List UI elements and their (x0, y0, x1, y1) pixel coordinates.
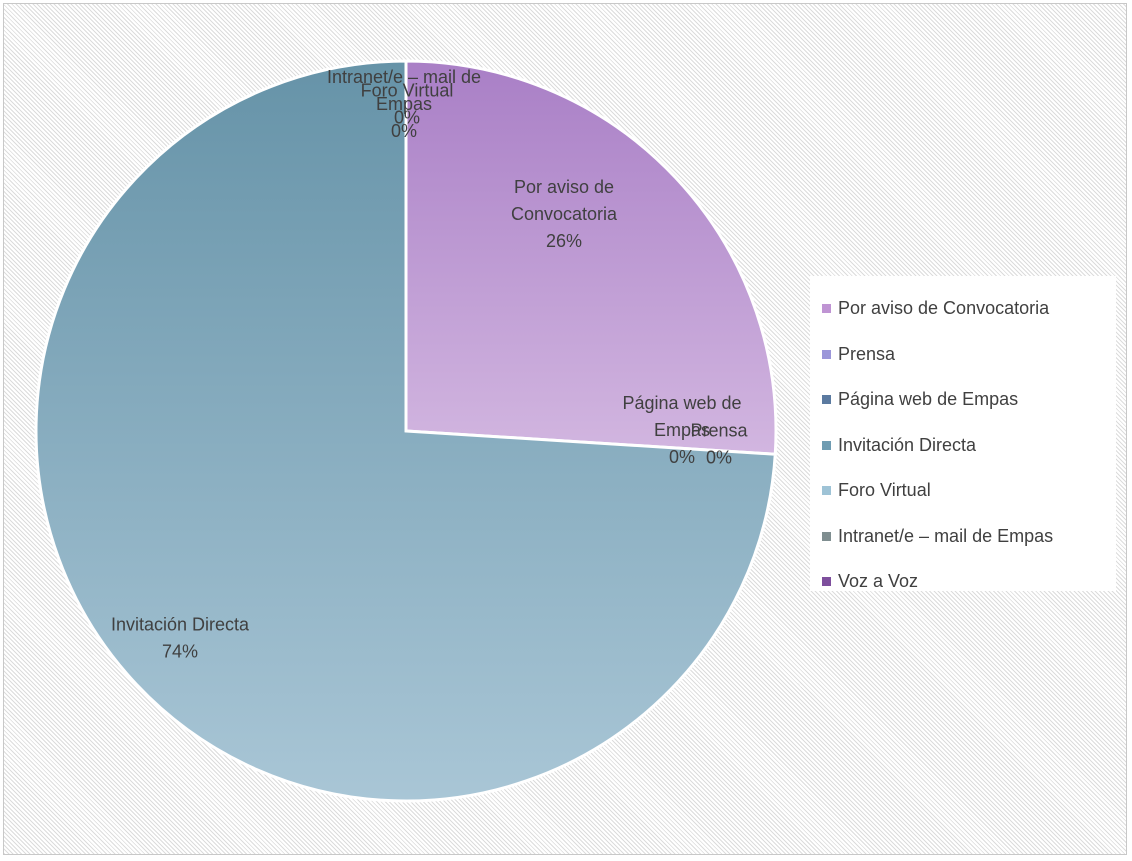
chart-area: Por aviso de Convocatoria 26% Prensa 0% Págin… (3, 3, 1127, 855)
legend-label: Prensa (838, 343, 896, 364)
legend-item-voz-a-voz: Voz a Voz (822, 559, 1116, 605)
legend-swatch (822, 577, 831, 587)
legend-item-por-aviso-de-convocatoria: Por aviso de Convocatoria (822, 286, 1116, 332)
legend-swatch (822, 304, 831, 314)
legend-swatch (822, 349, 831, 359)
legend-swatch (822, 486, 831, 496)
legend-swatch (822, 395, 831, 405)
legend-label: Invitación Directa (838, 434, 977, 455)
legend-swatch (822, 531, 831, 541)
legend-item-intranet-e-mail-de-empas: Intranet/e – mail de Empas (822, 514, 1116, 560)
data-label-foro-virtual: Foro Virtual 0% (361, 81, 454, 128)
legend-label: Intranet/e – mail de Empas (838, 525, 1054, 546)
pie-slice-invitacion-directa (34, 59, 777, 803)
legend-label: Foro Virtual (838, 480, 931, 501)
pie-slices (34, 59, 778, 803)
legend: Por aviso de Convocatoria Prensa Página we… (810, 276, 1116, 591)
data-label-por-aviso-de-convocatoria: Por aviso de Convocatoria 26% (511, 177, 618, 251)
data-label-prensa: Prensa 0% (690, 421, 748, 468)
data-label-pagina-web-de-empas: Página web de Empas 0% (622, 393, 741, 467)
data-label-invitacion-directa: Invitación Directa 74% (111, 615, 250, 662)
legend-item-foro-virtual: Foro Virtual (822, 468, 1116, 514)
pie-data-labels: Por aviso de Convocatoria 26% Prensa 0%Págin… (111, 67, 749, 662)
data-label-intranet-e-mail-de-empas: Intranet/e – mail de Empas 0% (327, 67, 481, 141)
legend-item-pagina-web-de-empas: Página web de Empas (822, 377, 1116, 423)
legend-label: Voz a Voz (838, 571, 919, 592)
pie-slice-por-aviso-de-convocatoria (404, 59, 778, 456)
legend-label: Por aviso de Convocatoria (838, 298, 1050, 319)
legend-item-invitacion-directa: Invitación Directa (822, 423, 1116, 469)
pie-chart: Por aviso de Convocatoria 26% Prensa 0%Págin… (34, 59, 778, 803)
legend-label: Página web de Empas (838, 389, 1019, 410)
legend-swatch (822, 440, 831, 450)
legend-item-prensa: Prensa (822, 332, 1116, 378)
